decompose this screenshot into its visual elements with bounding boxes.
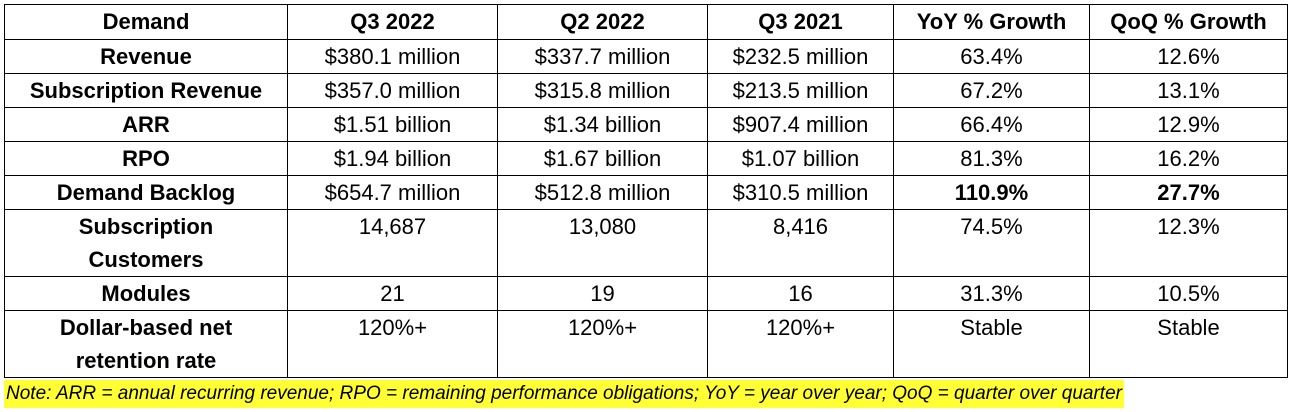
table-cell: 12.9% — [1089, 107, 1288, 142]
table-cell: 16 — [707, 276, 894, 311]
table-cell: 10.5% — [1089, 276, 1288, 311]
table-cell: $512.8 million — [497, 175, 708, 210]
table-cell: $315.8 million — [497, 73, 708, 108]
row-label: Demand Backlog — [4, 175, 288, 210]
column-header-qoq-growth: QoQ % Growth — [1089, 4, 1288, 40]
row-label: Subscription Revenue — [4, 73, 288, 108]
row-label: Subscription Customers — [4, 209, 288, 277]
table-cell: 12.3% — [1089, 209, 1288, 277]
table-cell: 13.1% — [1089, 73, 1288, 108]
table-cell: $1.67 billion — [497, 141, 708, 176]
row-label: Modules — [4, 276, 288, 311]
table-row: ARR $1.51 billion $1.34 billion $907.4 m… — [4, 107, 1288, 142]
table-cell-highlight: 27.7% — [1089, 175, 1288, 210]
table-row: Subscription Customers 14,687 13,080 8,4… — [4, 209, 1288, 277]
table-cell: 120%+ — [497, 310, 708, 378]
demand-metrics-table: Demand Q3 2022 Q2 2022 Q3 2021 YoY % Gro… — [4, 4, 1288, 378]
table-cell: $213.5 million — [707, 73, 894, 108]
column-header-demand: Demand — [4, 4, 288, 40]
table-cell: $1.51 billion — [287, 107, 498, 142]
table-cell: 8,416 — [707, 209, 894, 277]
table-cell: 13,080 — [497, 209, 708, 277]
footnote: Note: ARR = annual recurring revenue; RP… — [4, 380, 1124, 408]
table-row: RPO $1.94 billion $1.67 billion $1.07 bi… — [4, 141, 1288, 176]
table-row: Modules 21 19 16 31.3% 10.5% — [4, 276, 1288, 311]
row-label: Dollar-based net retention rate — [4, 310, 288, 378]
table-cell: $1.34 billion — [497, 107, 708, 142]
table-cell: 12.6% — [1089, 39, 1288, 74]
table-cell: 16.2% — [1089, 141, 1288, 176]
table-cell: $357.0 million — [287, 73, 498, 108]
column-header-q2-2022: Q2 2022 — [497, 4, 708, 40]
row-label: Revenue — [4, 39, 288, 74]
table-cell: 120%+ — [287, 310, 498, 378]
table-cell: 120%+ — [707, 310, 894, 378]
table-cell: 31.3% — [893, 276, 1090, 311]
column-header-yoy-growth: YoY % Growth — [893, 4, 1090, 40]
table-cell: 14,687 — [287, 209, 498, 277]
table-cell: $310.5 million — [707, 175, 894, 210]
row-label: ARR — [4, 107, 288, 142]
table-cell: $1.94 billion — [287, 141, 498, 176]
table-cell: 67.2% — [893, 73, 1090, 108]
header-row: Demand Q3 2022 Q2 2022 Q3 2021 YoY % Gro… — [4, 4, 1288, 40]
table-cell: 63.4% — [893, 39, 1090, 74]
table-cell: 81.3% — [893, 141, 1090, 176]
table-row: Dollar-based net retention rate 120%+ 12… — [4, 310, 1288, 378]
table-cell: $1.07 billion — [707, 141, 894, 176]
table-cell: $337.7 million — [497, 39, 708, 74]
column-header-q3-2022: Q3 2022 — [287, 4, 498, 40]
table-cell: 66.4% — [893, 107, 1090, 142]
table-cell: $907.4 million — [707, 107, 894, 142]
table-row: Revenue $380.1 million $337.7 million $2… — [4, 39, 1288, 74]
table-cell: 19 — [497, 276, 708, 311]
column-header-q3-2021: Q3 2021 — [707, 4, 894, 40]
table-cell: $380.1 million — [287, 39, 498, 74]
table-cell: $654.7 million — [287, 175, 498, 210]
table-cell: 21 — [287, 276, 498, 311]
table-row: Demand Backlog $654.7 million $512.8 mil… — [4, 175, 1288, 210]
table-cell-highlight: 110.9% — [893, 175, 1090, 210]
table-row: Subscription Revenue $357.0 million $315… — [4, 73, 1288, 108]
row-label: RPO — [4, 141, 288, 176]
table-cell: 74.5% — [893, 209, 1090, 277]
table-cell: Stable — [1089, 310, 1288, 378]
table-cell: $232.5 million — [707, 39, 894, 74]
table-cell: Stable — [893, 310, 1090, 378]
